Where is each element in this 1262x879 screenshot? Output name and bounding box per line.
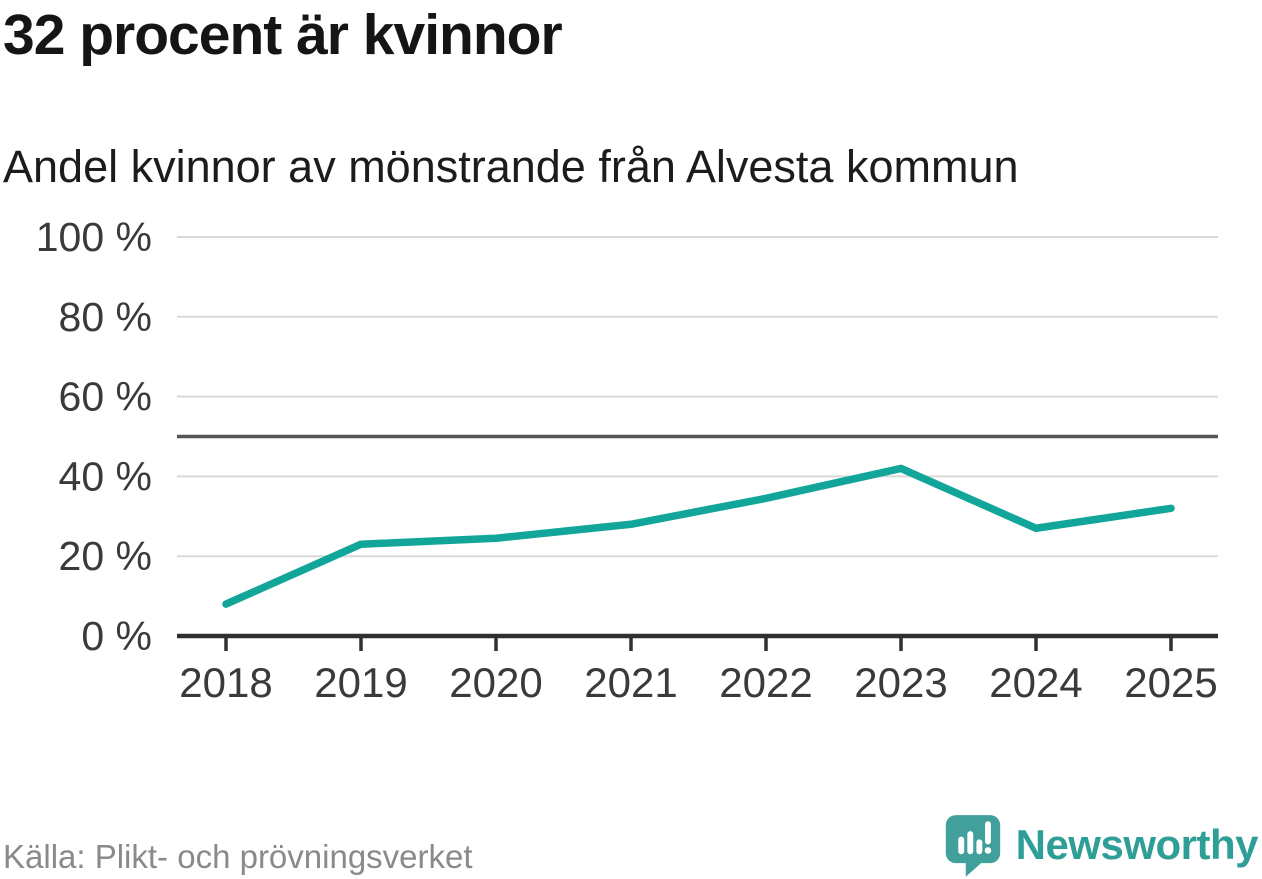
x-axis-tick-label: 2024 [989,659,1082,706]
x-axis-tick-label: 2020 [449,659,542,706]
series-line-andel-kvinnor [222,464,1175,608]
x-axis-tick-label: 2021 [584,659,677,706]
newsworthy-logo-text: Newsworthy [1015,821,1259,868]
newsworthy-logo: Newsworthy [944,813,1259,877]
chart-subtitle: Andel kvinnor av mönstrande från Alvesta… [3,141,1019,192]
x-axis-tick-label: 2022 [719,659,812,706]
x-axis-tick-label: 2025 [1124,659,1217,706]
x-axis-tick-label: 2019 [314,659,407,706]
y-axis-tick-label: 40 % [59,453,152,499]
x-axis-tick-label: 2023 [854,659,947,706]
newsworthy-logo-icon [945,815,1000,877]
y-axis-tick-label: 60 % [59,374,152,420]
y-axis-tick-label: 0 % [81,613,152,659]
chart-title: 32 procent är kvinnor [3,3,563,67]
y-axis-tick-label: 20 % [59,533,152,579]
source-attribution: Källa: Plikt- och prövningsverket [3,838,473,875]
y-axis-tick-label: 80 % [59,294,152,340]
x-axis-tick-label: 2018 [179,659,272,706]
exclamation-dot [984,847,991,854]
y-axis-tick-label: 100 % [36,214,152,260]
